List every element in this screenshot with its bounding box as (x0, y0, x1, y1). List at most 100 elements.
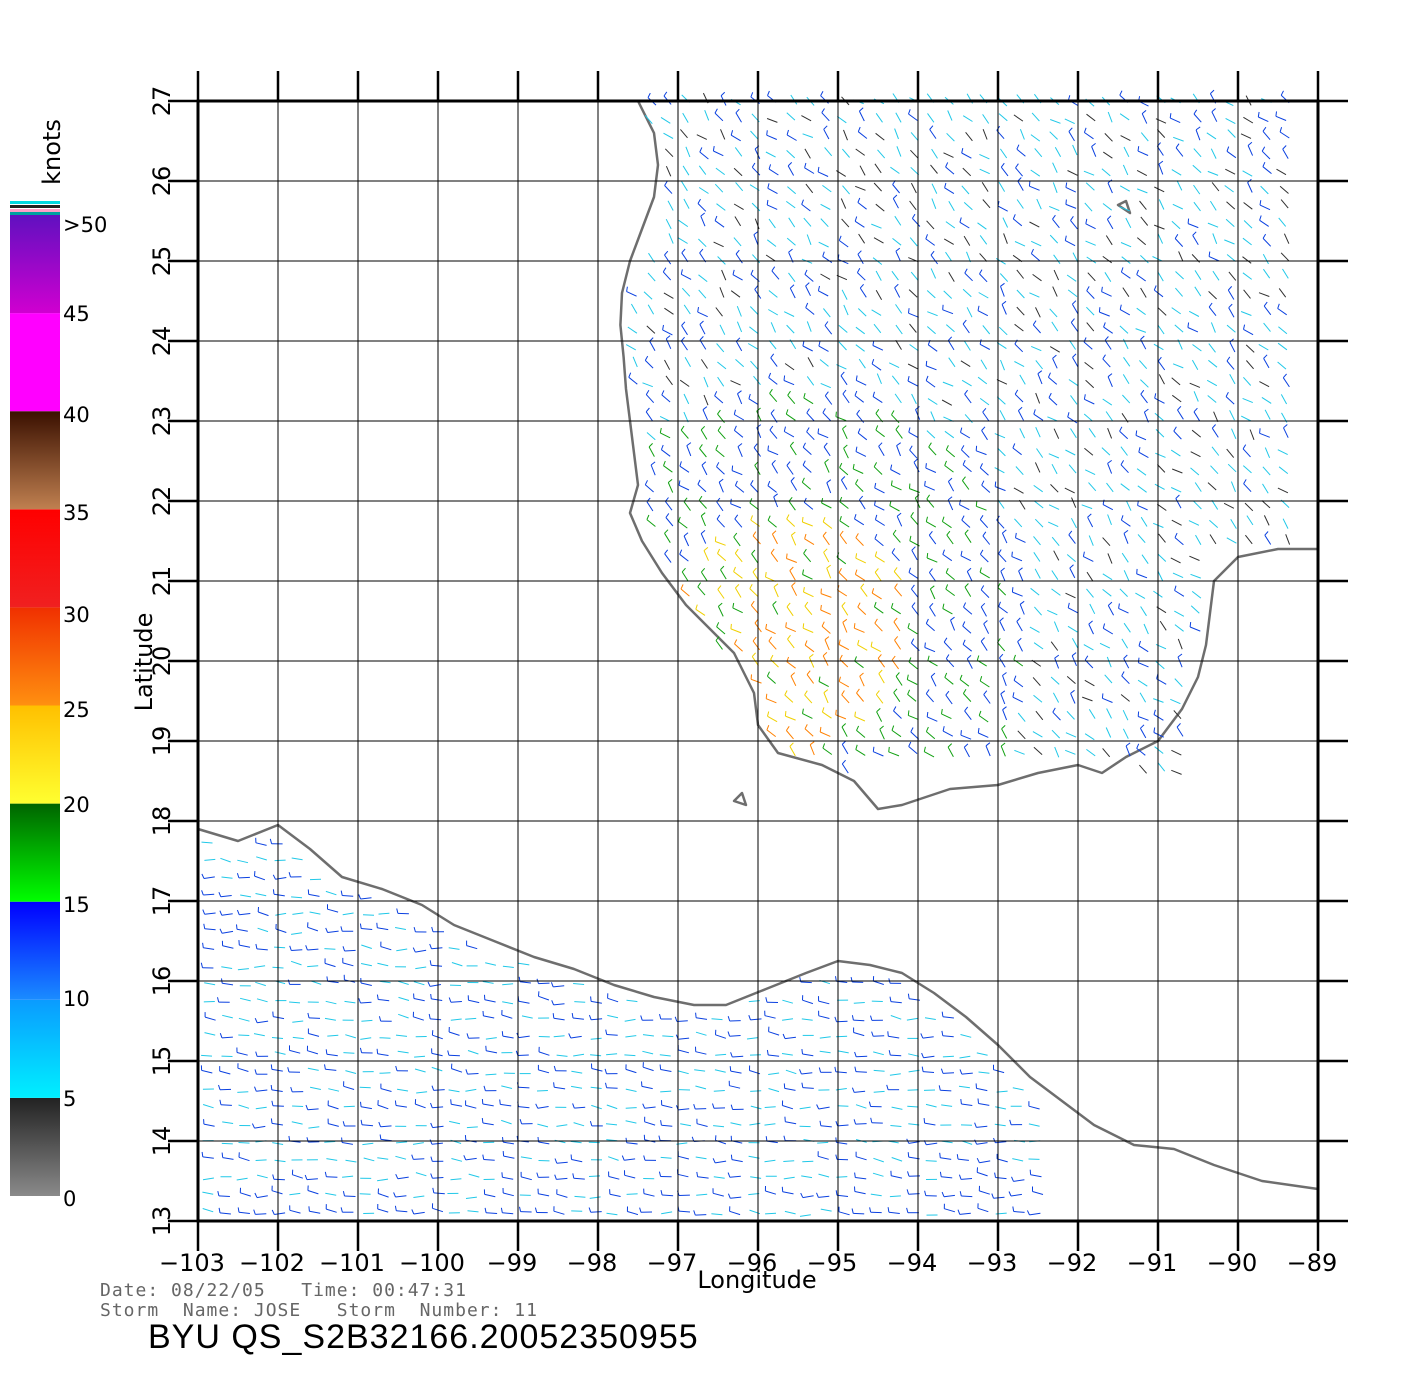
wind-barb (994, 433, 1006, 439)
wind-barb (1223, 502, 1235, 509)
wind-barb (667, 479, 674, 493)
wind-barb (345, 1070, 357, 1074)
wind-barb (872, 340, 884, 351)
wind-barb (1125, 742, 1131, 757)
wind-barb (908, 427, 919, 439)
wind-barb (783, 1176, 795, 1180)
wind-barb (733, 532, 741, 547)
wind-barb (945, 567, 955, 581)
wind-barb (325, 1000, 337, 1005)
wind-barb (1013, 114, 1024, 122)
wind-barb (1102, 255, 1112, 264)
wind-barb (802, 569, 813, 580)
wind-barb (784, 711, 796, 721)
wind-barb (660, 1156, 672, 1159)
wind-barb (340, 890, 354, 897)
wind-barb (1035, 360, 1043, 370)
wind-barb (1172, 203, 1184, 210)
wind-barb (873, 182, 882, 192)
wind-barb (768, 372, 778, 385)
wind-barb (501, 1009, 513, 1019)
wind-barb (824, 391, 833, 405)
wind-barb (824, 147, 833, 157)
wind-barb (361, 1019, 373, 1022)
wind-barb (664, 148, 674, 158)
wind-barb (1154, 483, 1165, 490)
wind-barb (1227, 129, 1236, 138)
wind-barb (979, 397, 990, 406)
wind-barb (850, 976, 864, 983)
wind-barb (944, 430, 955, 439)
wind-barb (822, 652, 829, 666)
wind-barb (237, 1063, 249, 1072)
wind-barb (500, 1207, 514, 1215)
wind-barb (1119, 588, 1128, 597)
wind-barb (875, 690, 884, 704)
wind-barb (412, 1011, 424, 1021)
wind-barb (894, 215, 902, 226)
wind-barb (415, 966, 427, 970)
wind-barb (289, 1045, 301, 1054)
wind-barb (1101, 168, 1111, 177)
wind-barb (997, 638, 1006, 652)
wind-barb (907, 710, 919, 721)
wind-barb (704, 110, 710, 121)
wind-barb (1101, 693, 1113, 703)
wind-barb (1263, 322, 1271, 332)
wind-barb (925, 463, 937, 473)
wind-barb (838, 341, 847, 351)
wind-barb (518, 976, 531, 984)
wind-barb (658, 1135, 672, 1142)
wind-barb (821, 498, 832, 509)
wind-barb (888, 1050, 902, 1057)
wind-barb (962, 688, 972, 702)
wind-barb (873, 1051, 884, 1056)
wind-barb (343, 1081, 355, 1090)
wind-barb (345, 1159, 357, 1163)
wind-barb (1015, 163, 1023, 177)
wind-barb (1071, 652, 1077, 666)
wind-barb (642, 1103, 656, 1109)
wind-barb (1174, 234, 1184, 247)
wind-barb (732, 269, 743, 281)
wind-barb (684, 356, 691, 368)
wind-barb (1065, 749, 1076, 755)
wind-barb (642, 1050, 654, 1055)
wind-barb (1049, 308, 1058, 318)
wind-barb (1016, 199, 1024, 209)
wind-barb (806, 670, 815, 684)
wind-barb (896, 512, 903, 527)
wind-barb (222, 1121, 234, 1124)
wind-barb (395, 1065, 409, 1072)
wind-barb (728, 1080, 741, 1089)
wind-barb (999, 148, 1008, 159)
wind-barb (1052, 182, 1058, 193)
wind-barb (324, 948, 336, 950)
latitude-tick-label: 21 (148, 566, 176, 597)
wind-barb (1278, 326, 1288, 335)
wind-barb (820, 273, 831, 280)
wind-barb (734, 639, 743, 652)
wind-barb (1140, 255, 1149, 264)
wind-barb (1173, 426, 1182, 440)
wind-barb (588, 1014, 603, 1021)
wind-barb (944, 460, 954, 473)
wind-barb (979, 676, 990, 688)
wind-barb (783, 1135, 797, 1142)
wind-barb (870, 1117, 883, 1124)
wind-barb (947, 477, 955, 492)
wind-barb (877, 149, 886, 159)
wind-barb (785, 622, 796, 633)
wind-barb (380, 941, 392, 951)
wind-barb (1211, 446, 1220, 456)
wind-barb (983, 690, 991, 704)
wind-barb (711, 1213, 723, 1216)
wind-barb (1154, 186, 1165, 193)
wind-barb (931, 183, 938, 194)
wind-barb (1104, 336, 1112, 350)
wind-barb (683, 497, 691, 511)
wind-barb (379, 1134, 392, 1142)
wind-barb (1067, 625, 1078, 633)
wind-barb (941, 399, 953, 406)
wind-barb (1068, 379, 1079, 387)
